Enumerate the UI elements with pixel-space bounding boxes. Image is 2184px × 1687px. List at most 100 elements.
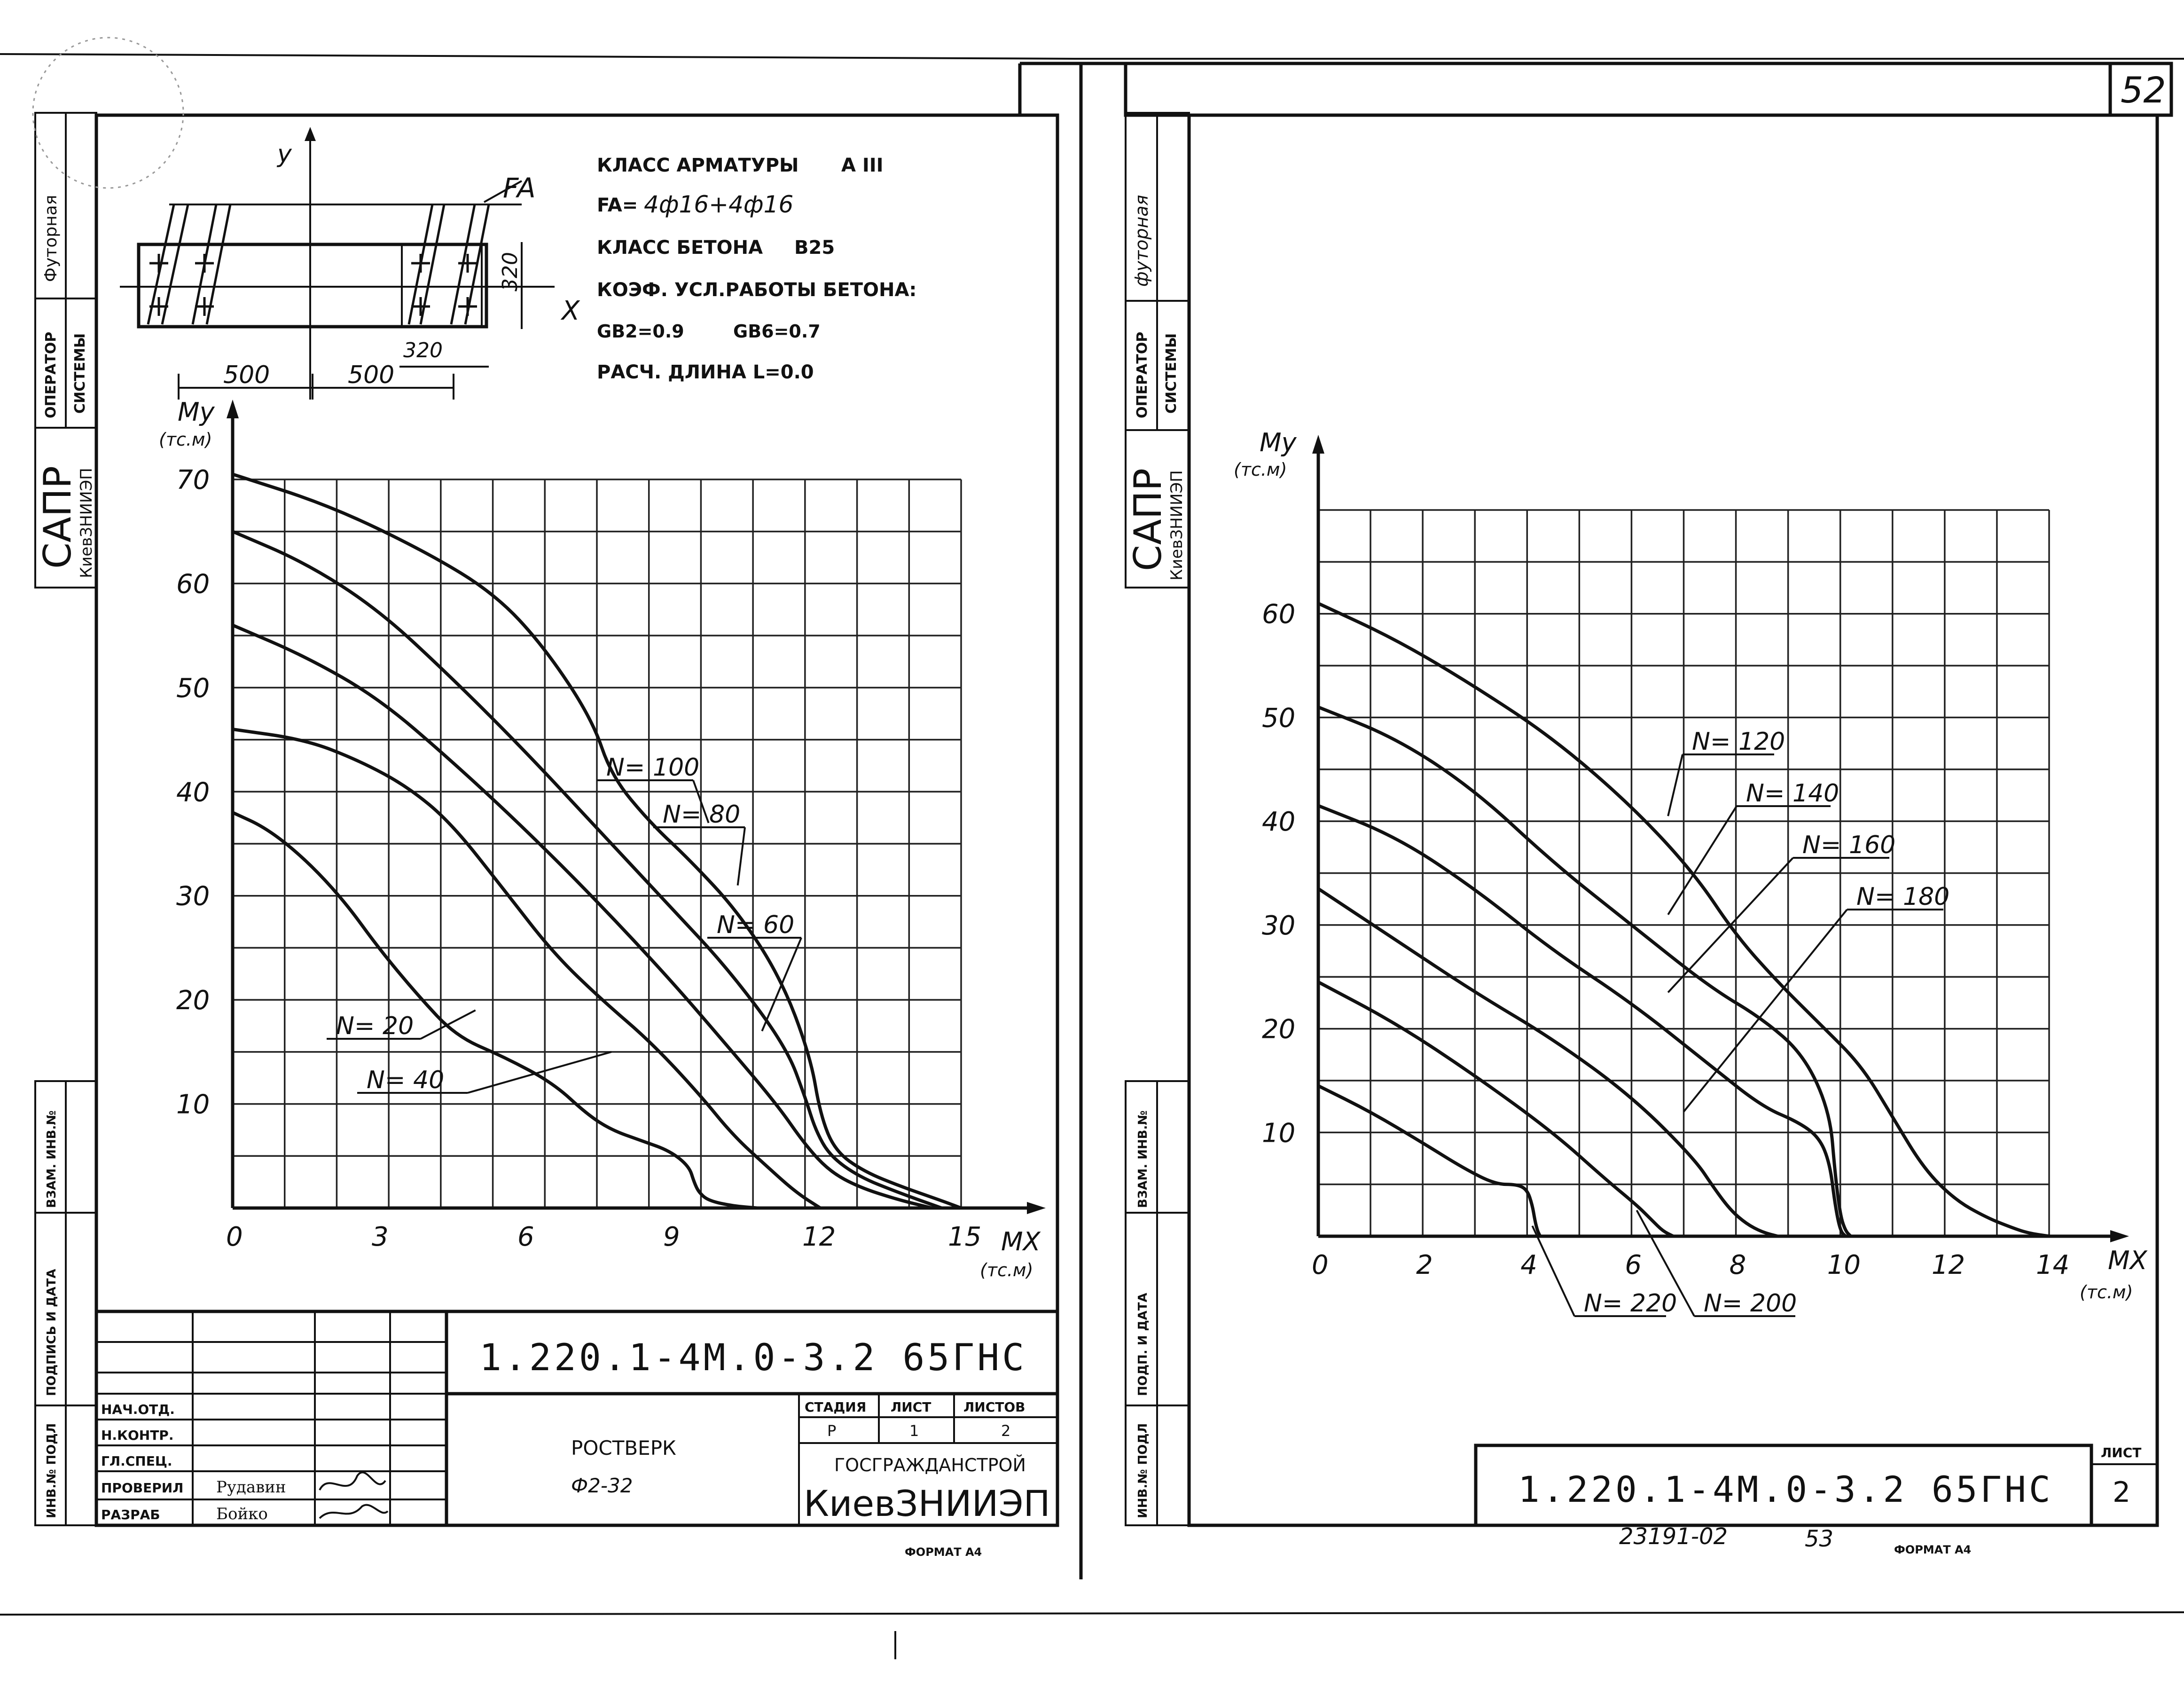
x-tick-label: 14 bbox=[2036, 1250, 2069, 1280]
dim-320-horizontal: 320 bbox=[403, 338, 443, 362]
org-gosgrazhdanstroi: ГОСГРАЖДАНСТРОЙ bbox=[834, 1455, 1026, 1475]
series-curve-160 bbox=[1316, 804, 1847, 1238]
chart-right-x-label: MX bbox=[2108, 1246, 2148, 1275]
series-curve-220 bbox=[1316, 1084, 1542, 1238]
sheet-number: 52 bbox=[2121, 69, 2166, 111]
left-side-stamp: Футорная ОПЕРАТОР СИСТЕМЫ САПР КиевЗНИИЭ… bbox=[32, 37, 184, 1526]
left-stamp-sapr: САПР bbox=[36, 466, 79, 569]
sheet-header: ЛИСТ bbox=[891, 1399, 931, 1415]
item-code: Ф2-32 bbox=[571, 1474, 633, 1497]
x-tick-label: 8 bbox=[1730, 1250, 1746, 1280]
series-label-80: N= 80 bbox=[663, 800, 740, 829]
spec-concrete-class-value: B25 bbox=[794, 237, 835, 259]
y-tick-label: 30 bbox=[1262, 910, 1295, 941]
chart-right-ticks: 10 20 30 40 50 60 0 2 4 6 8 10 12 14 bbox=[1262, 599, 2069, 1280]
left-stamp-operator: ОПЕРАТОР bbox=[43, 332, 59, 418]
series-curve-120 bbox=[1316, 602, 2051, 1238]
row-proveril: ПРОВЕРИЛ bbox=[101, 1480, 183, 1496]
stage-value: Р bbox=[827, 1422, 836, 1440]
x-tick-label: 12 bbox=[1932, 1250, 1965, 1280]
row-n-kontr: Н.КОНТР. bbox=[101, 1428, 173, 1443]
x-tick-label: 12 bbox=[802, 1222, 836, 1252]
x-tick-label: 9 bbox=[663, 1222, 680, 1252]
right-stamp-sistemy: СИСТЕМЫ bbox=[1163, 333, 1180, 414]
spec-fa-label: FA= bbox=[597, 195, 638, 216]
series-label-60: N= 60 bbox=[717, 911, 794, 939]
chart-right-curves bbox=[1316, 602, 2051, 1238]
x-tick-label: 4 bbox=[1520, 1250, 1537, 1280]
x-tick-label: 0 bbox=[226, 1222, 243, 1252]
x-tick-label: 10 bbox=[1827, 1250, 1861, 1280]
right-sheet-label: ЛИСТ bbox=[2101, 1445, 2141, 1460]
right-title-block: 1.220.1-4М.0-3.2 65ГНС ЛИСТ 2 23191-02 5… bbox=[1474, 1444, 2157, 1556]
item-title: РОСТВЕРК bbox=[571, 1436, 676, 1459]
sheets-header: ЛИСТОВ bbox=[963, 1399, 1025, 1415]
series-curve-140 bbox=[1316, 705, 1853, 1238]
chart-right-y-unit: (тс.м) bbox=[1234, 459, 1287, 480]
left-stamp-futornaya: Футорная bbox=[41, 195, 61, 282]
right-stamp-vzam-inv: ВЗАМ. ИНВ.№ bbox=[1136, 1110, 1150, 1208]
right-stamp-futornaya: футорная bbox=[1131, 195, 1152, 287]
y-tick-label: 60 bbox=[1262, 599, 1295, 630]
chart-right-axes bbox=[1312, 435, 2129, 1242]
cross-section-sketch: y X FA bbox=[120, 127, 580, 400]
right-format: ФОРМАТ А4 bbox=[1894, 1543, 1971, 1556]
name-proveril: Рудавин bbox=[216, 1478, 286, 1497]
y-tick-label: 20 bbox=[176, 985, 210, 1016]
right-side-stamp: футорная ОПЕРАТОР СИСТЕМЫ САПР КиевЗНИИЭ… bbox=[1125, 112, 1190, 1526]
left-stamp-inv-podl: ИНВ.№ ПОДЛ bbox=[45, 1423, 59, 1518]
y-tick-label: 30 bbox=[176, 881, 210, 912]
series-label-20: N= 20 bbox=[336, 1012, 414, 1040]
chart-right-series-labels: N= 120 N= 140 N= 160 N= 180 N= 200 N= 220 bbox=[1531, 728, 1949, 1318]
org-kievzniiep: КиевЗНИИЭП bbox=[804, 1483, 1050, 1524]
right-stamp-operator: ОПЕРАТОР bbox=[1134, 332, 1151, 418]
spec-calc-length: РАСЧ. ДЛИНА L=0.0 bbox=[597, 361, 814, 383]
spec-gb6: GB6=0.7 bbox=[733, 321, 821, 342]
dim-500-a: 500 bbox=[223, 361, 270, 389]
chart-left-x-unit: (тс.м) bbox=[980, 1260, 1033, 1280]
right-stamp-sapr: САПР bbox=[1126, 468, 1170, 571]
signature-proveril bbox=[319, 1471, 386, 1491]
chart-right-x-unit: (тс.м) bbox=[2080, 1282, 2133, 1303]
archive-page: 53 bbox=[1805, 1526, 1833, 1552]
chart-left-y-unit: (тс.м) bbox=[159, 429, 212, 450]
left-sheet-frame bbox=[94, 113, 1059, 1527]
right-sheet: 52 футорная ОПЕРАТОР СИСТЕМЫ САПР КиевЗН… bbox=[1081, 62, 2173, 1556]
series-label-leader bbox=[420, 1009, 476, 1040]
row-gl-spec: ГЛ.СПЕЦ. bbox=[101, 1453, 172, 1469]
dim-500-b: 500 bbox=[348, 361, 394, 389]
scan-top-edge-left bbox=[0, 53, 1081, 60]
chart-left-x-label: MX bbox=[1001, 1227, 1041, 1256]
chart-left-ticks: 10 20 30 40 50 60 70 0 3 6 9 12 15 bbox=[176, 465, 981, 1252]
spec-fa-value: 4ф16+4ф16 bbox=[644, 191, 793, 218]
x-tick-label: 3 bbox=[372, 1222, 389, 1252]
series-label-leader bbox=[692, 780, 710, 824]
spec-rebar-class-value: A III bbox=[841, 155, 884, 176]
round-seal bbox=[32, 37, 184, 189]
spec-concrete-class-label: КЛАСС БЕТОНА bbox=[597, 237, 763, 259]
stage-header: СТАДИЯ bbox=[805, 1399, 866, 1415]
right-stamp-inv-podl: ИНВ.№ ПОДЛ bbox=[1136, 1423, 1150, 1518]
spec-block: КЛАСС АРМАТУРЫ A III FA= 4ф16+4ф16 КЛАСС… bbox=[597, 155, 916, 383]
axis-y-label: y bbox=[276, 140, 292, 168]
series-label-leader bbox=[1667, 754, 1683, 816]
left-sheet: Футорная ОПЕРАТОР СИСТЕМЫ САПР КиевЗНИИЭ… bbox=[32, 37, 1083, 1579]
chart-left-series-labels: N= 100 N= 80 N= 60 N= 40 N= 20 bbox=[327, 753, 802, 1094]
y-tick-label: 10 bbox=[176, 1090, 210, 1120]
spec-gb2: GB2=0.9 bbox=[597, 321, 684, 342]
axis-x-label: X bbox=[560, 296, 580, 326]
series-label-leader bbox=[1531, 1225, 1575, 1317]
series-curve-200 bbox=[1316, 980, 1675, 1238]
series-label-leader bbox=[1636, 1209, 1695, 1317]
left-format: ФОРМАТ А4 bbox=[905, 1546, 982, 1559]
row-razrab: РАЗРАБ bbox=[101, 1507, 160, 1522]
x-tick-label: 15 bbox=[948, 1222, 981, 1252]
y-tick-label: 50 bbox=[1262, 703, 1295, 733]
right-stamp-kiev: КиевЗНИИЭП bbox=[1167, 470, 1186, 581]
series-curve-180 bbox=[1316, 887, 1779, 1238]
spec-coef-label: КОЭФ. УСЛ.РАБОТЫ БЕТОНА: bbox=[597, 279, 916, 301]
y-tick-label: 40 bbox=[176, 777, 210, 808]
series-curve-60 bbox=[231, 623, 934, 1210]
chart-left: My (тс.м) MX (тс.м) 10 20 30 40 50 60 70 0 3 6 9 12… bbox=[159, 397, 1046, 1280]
